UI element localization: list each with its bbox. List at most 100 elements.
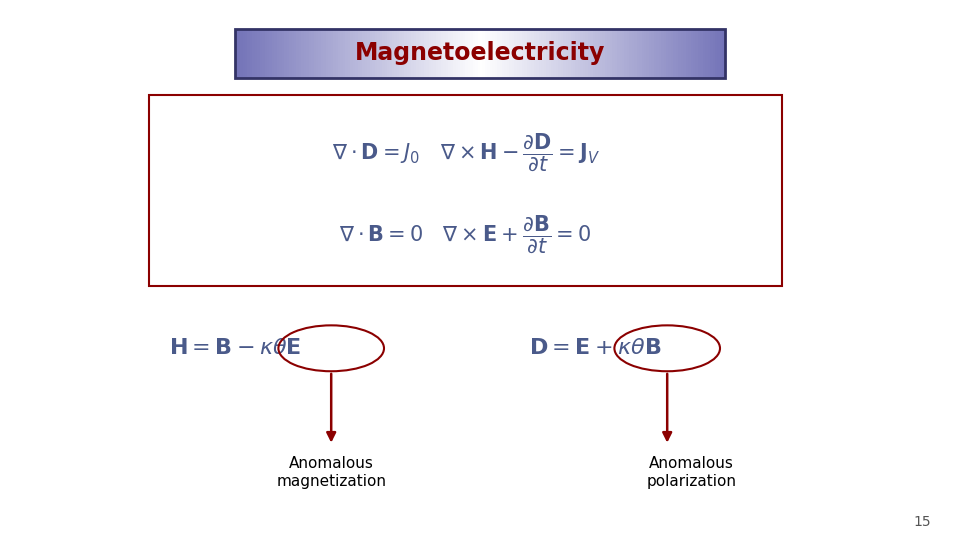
Bar	[348, 29, 350, 78]
Bar	[341, 29, 343, 78]
Bar	[537, 29, 539, 78]
Bar	[524, 29, 526, 78]
Bar	[448, 29, 450, 78]
Bar	[324, 29, 325, 78]
Bar	[441, 29, 444, 78]
Bar	[281, 29, 284, 78]
Bar	[426, 29, 428, 78]
Bar	[641, 29, 644, 78]
Bar	[480, 29, 483, 78]
Bar	[608, 29, 610, 78]
Bar	[412, 29, 414, 78]
Bar	[663, 29, 666, 78]
Bar	[387, 29, 390, 78]
Bar	[235, 29, 238, 78]
Bar	[624, 29, 627, 78]
Bar	[673, 29, 676, 78]
Bar	[502, 29, 505, 78]
Text: $\mathbf{H} = \mathbf{B} - \kappa\theta\mathbf{E}$: $\mathbf{H} = \mathbf{B} - \kappa\theta\…	[169, 338, 301, 359]
Bar	[717, 29, 720, 78]
Bar	[597, 29, 600, 78]
Bar	[306, 29, 309, 78]
Bar	[357, 29, 360, 78]
Bar	[395, 29, 396, 78]
Bar	[417, 29, 419, 78]
Bar	[372, 29, 374, 78]
Bar	[287, 29, 289, 78]
Bar	[583, 29, 586, 78]
Bar	[516, 29, 519, 78]
Bar	[507, 29, 510, 78]
Bar	[450, 29, 453, 78]
Bar	[238, 29, 240, 78]
Bar	[636, 29, 639, 78]
Bar	[701, 29, 703, 78]
Bar	[461, 29, 463, 78]
Bar	[301, 29, 303, 78]
Bar	[439, 29, 441, 78]
Bar	[490, 29, 492, 78]
Bar	[698, 29, 701, 78]
Bar	[681, 29, 684, 78]
Bar	[419, 29, 421, 78]
Bar	[444, 29, 445, 78]
Bar	[532, 29, 534, 78]
Bar	[722, 29, 725, 78]
Bar	[325, 29, 328, 78]
Bar	[477, 29, 480, 78]
Bar	[595, 29, 597, 78]
Bar	[570, 29, 573, 78]
Text: 15: 15	[914, 515, 931, 529]
Bar	[659, 29, 661, 78]
Bar	[515, 29, 516, 78]
Bar	[390, 29, 392, 78]
Bar	[250, 29, 252, 78]
Bar	[368, 29, 370, 78]
Bar	[512, 29, 515, 78]
Bar	[546, 29, 548, 78]
Bar	[529, 29, 532, 78]
Bar	[314, 29, 316, 78]
Bar	[573, 29, 575, 78]
Bar	[639, 29, 641, 78]
Bar	[575, 29, 578, 78]
Bar	[243, 29, 245, 78]
Bar	[693, 29, 695, 78]
Bar	[492, 29, 494, 78]
Bar	[605, 29, 608, 78]
Bar	[428, 29, 431, 78]
Bar	[592, 29, 595, 78]
Bar	[259, 29, 262, 78]
Text: $\mathbf{D} = \mathbf{E} + \kappa\theta\mathbf{B}$: $\mathbf{D} = \mathbf{E} + \kappa\theta\…	[529, 338, 661, 359]
Bar	[499, 29, 502, 78]
Bar	[519, 29, 521, 78]
Text: Anomalous
magnetization: Anomalous magnetization	[276, 456, 386, 489]
Bar	[695, 29, 698, 78]
Bar	[635, 29, 636, 78]
Bar	[565, 29, 568, 78]
Bar	[668, 29, 671, 78]
Bar	[330, 29, 333, 78]
Bar	[240, 29, 243, 78]
Bar	[352, 29, 355, 78]
Bar	[343, 29, 346, 78]
Bar	[475, 29, 477, 78]
Bar	[568, 29, 570, 78]
FancyBboxPatch shape	[149, 94, 782, 286]
Bar	[409, 29, 412, 78]
Bar	[275, 29, 276, 78]
Bar	[644, 29, 646, 78]
Bar	[333, 29, 336, 78]
Bar	[350, 29, 352, 78]
Bar	[292, 29, 294, 78]
Bar	[494, 29, 497, 78]
Bar	[338, 29, 341, 78]
Text: $\nabla \cdot \mathbf{D} = J_0 \quad \nabla \times \mathbf{H} - \dfrac{\partial : $\nabla \cdot \mathbf{D} = J_0 \quad \na…	[331, 131, 600, 173]
Bar	[262, 29, 265, 78]
Bar	[612, 29, 614, 78]
Bar	[463, 29, 466, 78]
Bar	[407, 29, 409, 78]
Bar	[289, 29, 292, 78]
Bar	[336, 29, 338, 78]
Bar	[619, 29, 622, 78]
